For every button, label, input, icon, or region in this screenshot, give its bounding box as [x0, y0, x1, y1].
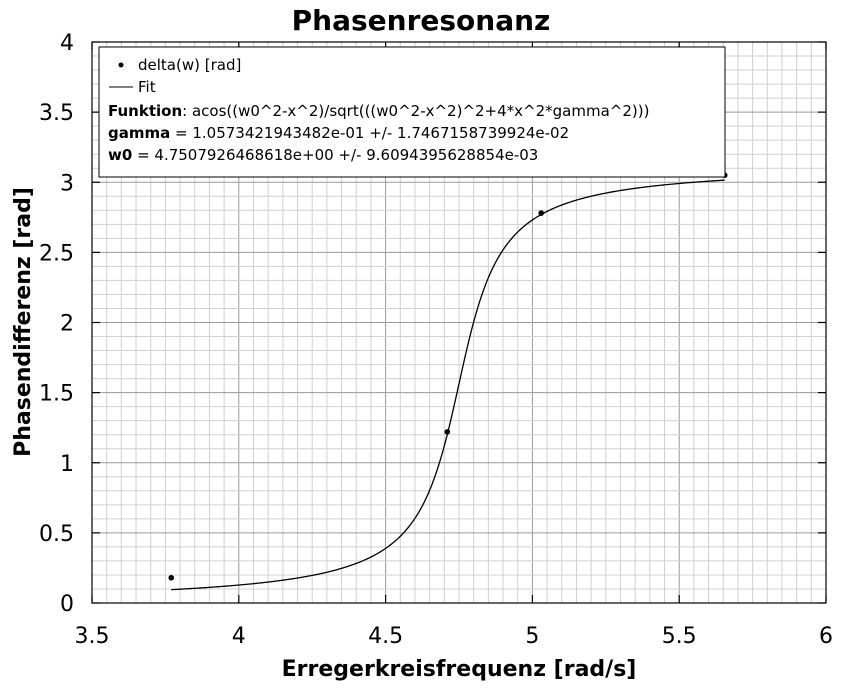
- y-tick-label: 1.5: [39, 382, 74, 407]
- y-tick-label: 0.5: [39, 522, 74, 547]
- x-axis-label: Erregerkreisfrequenz [rad/s]: [282, 657, 637, 682]
- legend-series-points: delta(w) [rad]: [138, 56, 241, 74]
- y-tick-label: 2: [60, 312, 74, 337]
- data-point: [538, 210, 545, 216]
- y-tick-label: 0: [60, 592, 74, 617]
- fit-curve: [171, 179, 725, 591]
- legend-box: [98, 46, 726, 178]
- data-point: [168, 574, 175, 581]
- x-tick-label: 4: [232, 624, 246, 649]
- x-tick-label: 5.5: [662, 624, 697, 649]
- data-point: [444, 429, 451, 435]
- y-tick-labels: 0 0.5 1 1.5 2 2.5 3 3.5 4: [39, 31, 74, 617]
- y-tick-label: 3: [60, 171, 74, 196]
- y-tick-label: 2.5: [39, 241, 74, 266]
- legend-series-fit: Fit: [138, 78, 156, 96]
- x-tick-label: 6: [819, 624, 833, 649]
- y-axis-label: Phasendifferenz [rad]: [11, 187, 36, 457]
- legend-gamma: gamma = 1.0573421943482e-01 +/- 1.746715…: [108, 124, 569, 142]
- legend-function: Funktion: acos((w0^2-x^2)/sqrt(((w0^2-x^…: [108, 102, 649, 120]
- x-tick-label: 3.5: [75, 624, 110, 649]
- x-tick-label: 4.5: [368, 624, 403, 649]
- y-tick-label: 1: [60, 452, 74, 477]
- x-tick-label: 5: [525, 624, 539, 649]
- y-tick-label: 3.5: [39, 101, 74, 126]
- legend-point-marker: [118, 62, 124, 68]
- x-tick-labels: 3.5 4 4.5 5 5.5 6: [75, 624, 834, 649]
- chart-title: Phasenresonanz: [292, 4, 551, 37]
- legend: delta(w) [rad] Fit Funktion: acos((w0^2-…: [98, 46, 726, 178]
- y-tick-label: 4: [60, 31, 74, 56]
- legend-w0: w0 = 4.7507926468618e+00 +/- 9.609439562…: [108, 146, 538, 164]
